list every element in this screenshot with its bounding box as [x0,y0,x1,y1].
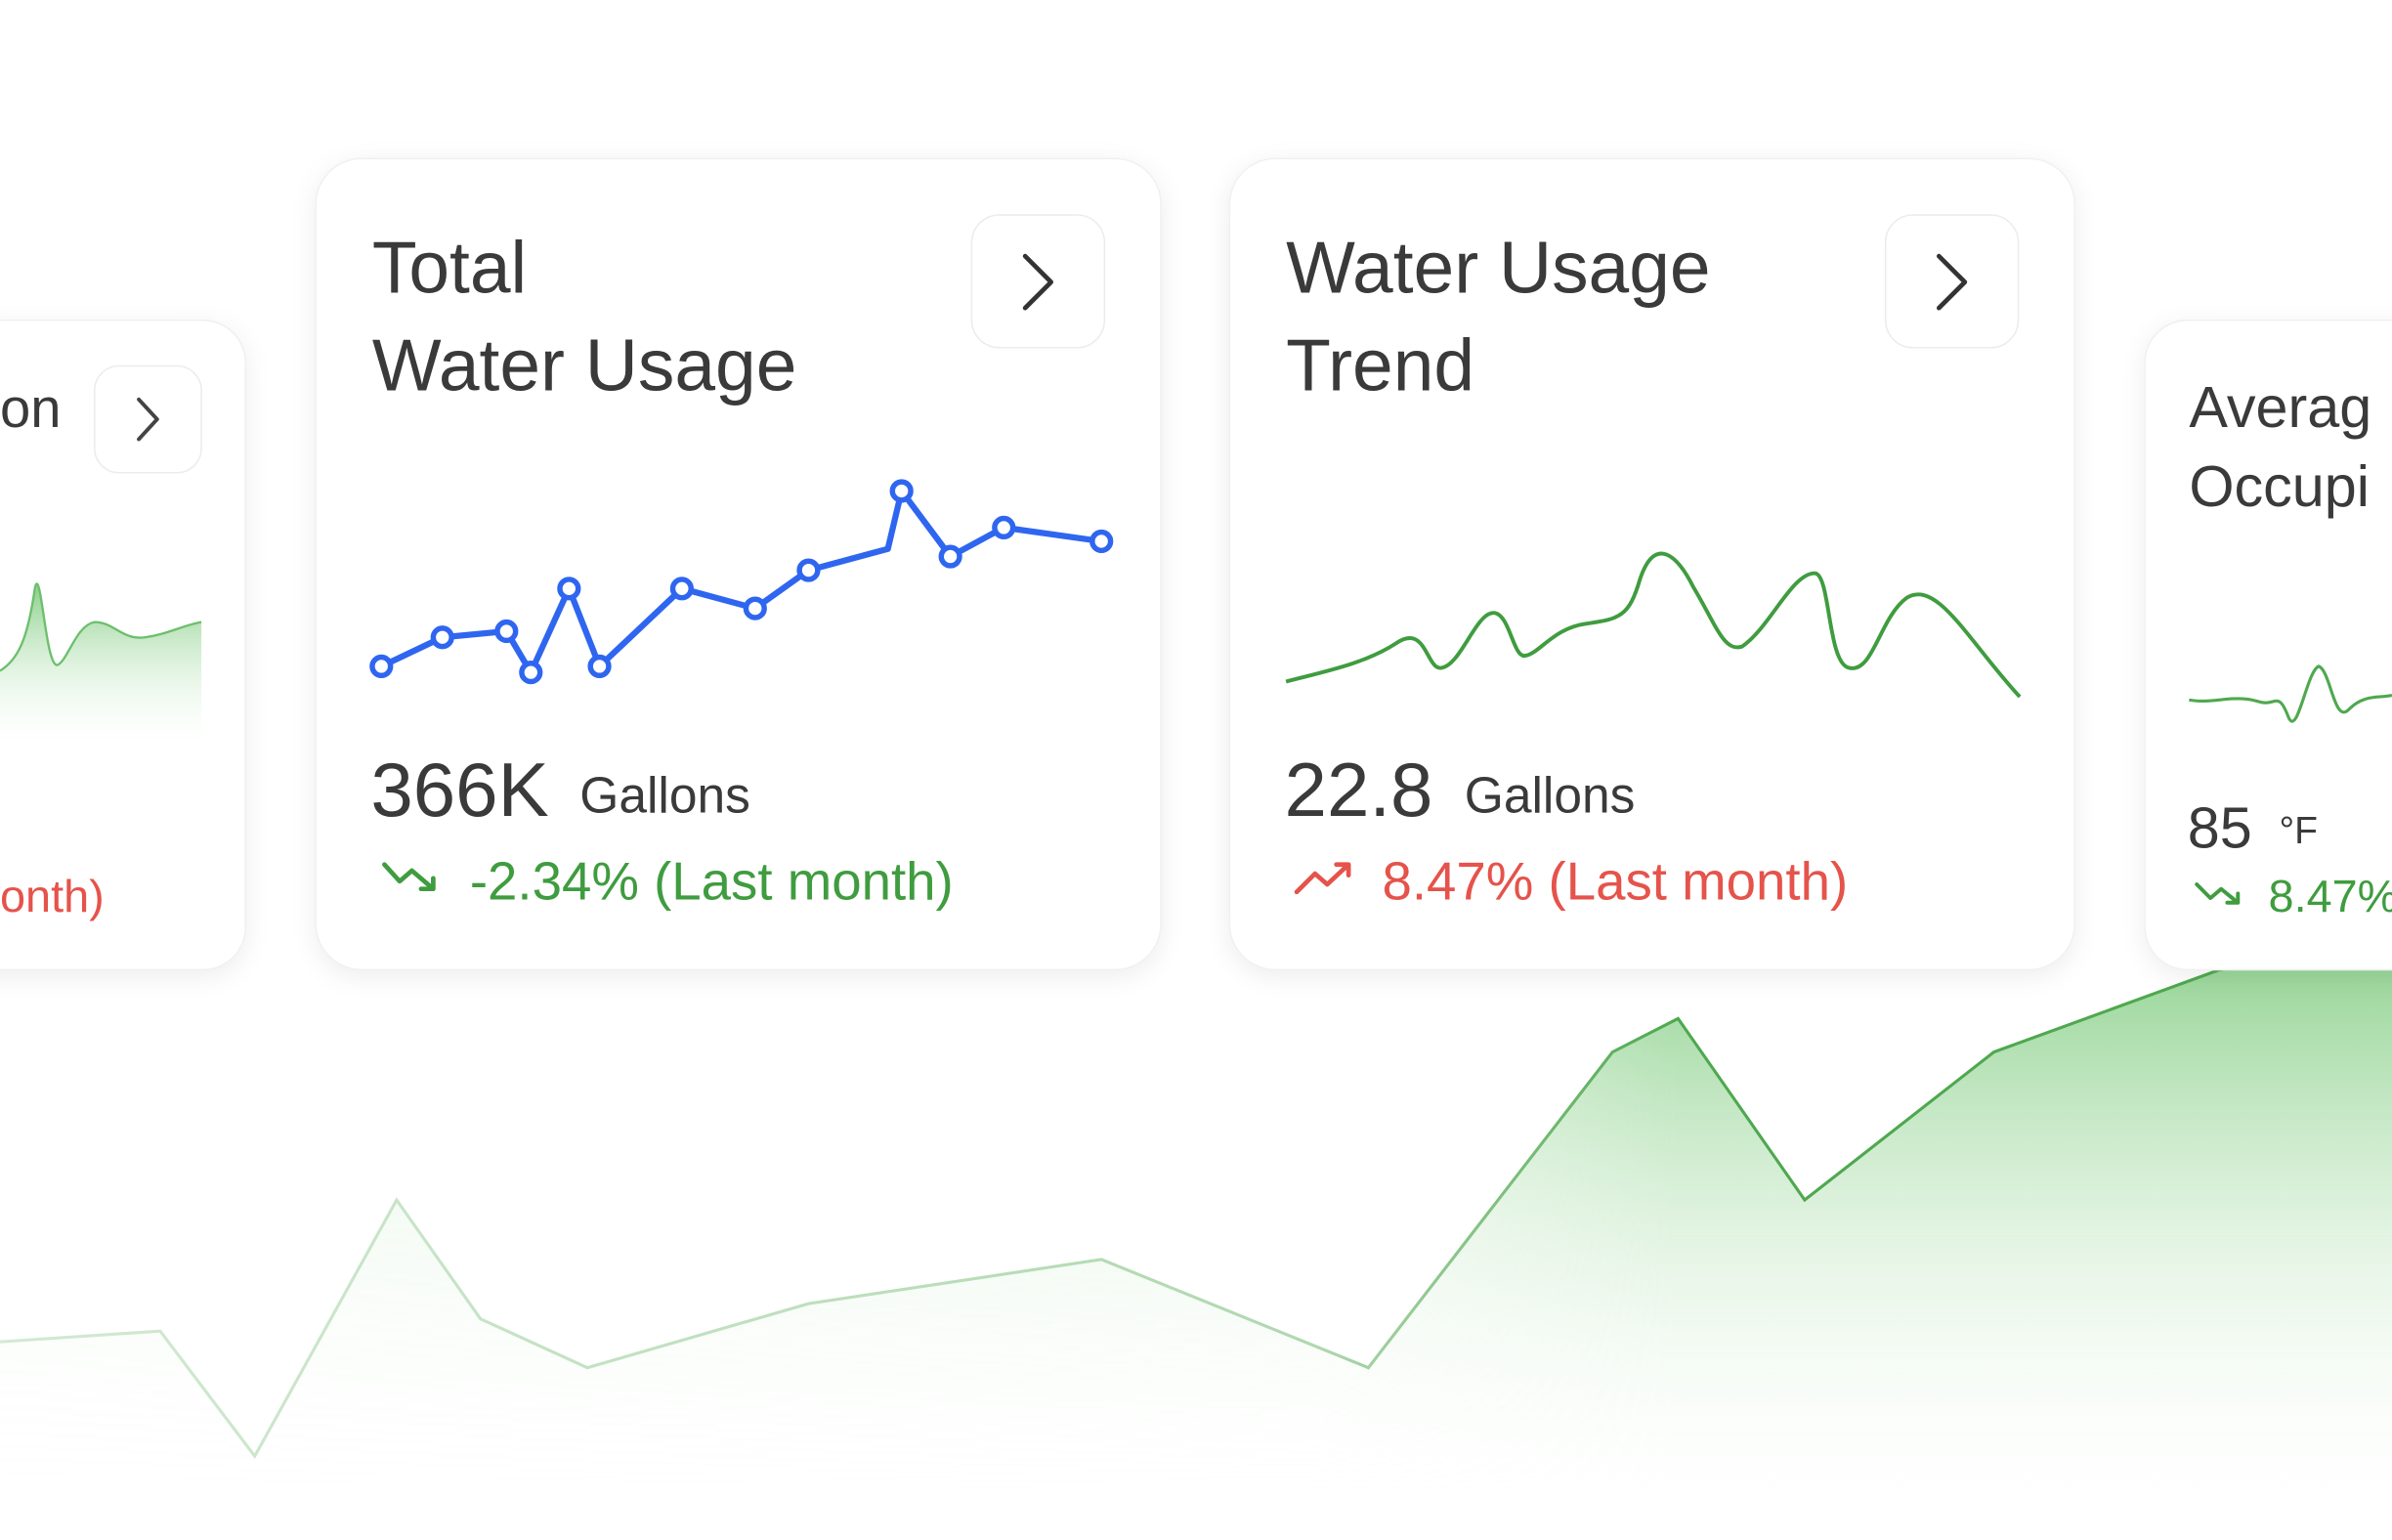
card-title: Water Usage [372,323,796,406]
chevron-icon [1022,253,1054,311]
background-chart [0,943,2392,1540]
card: Averag Occupi 85 °F 8.47% [2144,319,2392,971]
card: Total Water Usage 366K Gallons -2.34% (L… [315,157,1162,971]
card-title: Occupi [2189,453,2370,519]
chevron-icon [137,397,159,442]
trend-down-icon [382,862,436,892]
sparkline [2189,664,2392,723]
background-line [0,943,2392,1460]
trend-down-icon [2195,882,2241,905]
trend-up-icon [1294,862,1351,895]
card-change: -2.34% (Last month) [470,852,954,912]
sparkline [0,582,202,672]
card-title: Water Usage [1286,227,1710,309]
open-button[interactable] [94,364,202,474]
sparkline [1285,551,2022,699]
card-unit: Gallons [1465,767,1636,824]
card-title: on [0,377,62,439]
card-title: Trend [1286,323,1474,406]
card-change: 8.47% [2269,871,2392,921]
card-change: onth) [0,871,105,921]
card-bg [1228,157,2076,971]
card-title: Total [372,227,527,309]
card-value: 22.8 [1285,747,1433,833]
open-button[interactable] [1884,214,2020,349]
card-bg [315,157,1162,971]
card: on onth) [0,319,247,971]
card-title: Averag [2189,374,2371,440]
card-value: 85 [2188,795,2252,861]
card-bg [2144,319,2392,971]
card-change: 8.47% (Last month) [1382,852,1848,912]
card-unit: °F [2279,810,2317,852]
open-button[interactable] [970,214,1106,349]
card-value: 366K [370,747,548,833]
chevron-icon [1936,253,1968,311]
card-unit: Gallons [579,767,750,824]
background-area [0,945,2392,1540]
sparkline-area [0,583,202,755]
card: Water Usage Trend 22.8 Gallons 8.47% (La… [1228,157,2076,971]
sparkline-markers [369,479,1114,685]
